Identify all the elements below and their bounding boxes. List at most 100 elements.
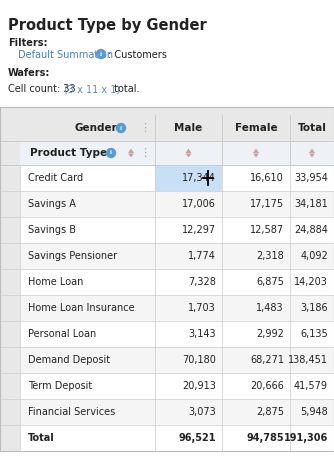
Text: 20,666: 20,666 [250, 381, 284, 391]
Text: 17,344: 17,344 [182, 173, 216, 183]
Text: Gender: Gender [74, 123, 117, 133]
Text: 6,135: 6,135 [300, 329, 328, 339]
Text: i: i [110, 151, 112, 156]
Text: 3,073: 3,073 [188, 407, 216, 417]
Bar [0, 243, 20, 269]
Text: 12,587: 12,587 [250, 225, 284, 235]
Bar [0, 115, 334, 141]
Bar [0, 141, 20, 165]
Text: 94,785: 94,785 [246, 433, 284, 443]
Bar [20, 373, 334, 399]
Bar [20, 295, 334, 321]
Text: i: i [120, 125, 122, 130]
Bar [0, 425, 20, 451]
Polygon shape [128, 153, 134, 157]
Polygon shape [186, 153, 191, 157]
Text: (3 x 11 x 1): (3 x 11 x 1) [64, 84, 120, 94]
Bar [0, 399, 20, 425]
Text: 3,186: 3,186 [300, 303, 328, 313]
Bar [155, 165, 222, 191]
Text: 96,521: 96,521 [178, 433, 216, 443]
Polygon shape [309, 149, 315, 153]
Text: 4,092: 4,092 [300, 251, 328, 261]
Text: 191,306: 191,306 [284, 433, 328, 443]
Text: 6,875: 6,875 [256, 277, 284, 287]
Text: Filters:: Filters: [8, 38, 47, 48]
Text: 5,948: 5,948 [300, 407, 328, 417]
Bar [0, 191, 20, 217]
Text: 138,451: 138,451 [288, 355, 328, 365]
Text: 68,271: 68,271 [250, 355, 284, 365]
Bar [0, 269, 20, 295]
Text: 24,884: 24,884 [294, 225, 328, 235]
Bar [0, 107, 334, 451]
Text: 33,954: 33,954 [294, 173, 328, 183]
Text: Home Loan: Home Loan [28, 277, 84, 287]
Text: 17,006: 17,006 [182, 199, 216, 209]
Text: 41,579: 41,579 [294, 381, 328, 391]
Text: Home Loan Insurance: Home Loan Insurance [28, 303, 135, 313]
Bar [20, 191, 334, 217]
Text: 34,181: 34,181 [294, 199, 328, 209]
Circle shape [107, 149, 116, 157]
Text: 3,143: 3,143 [188, 329, 216, 339]
Text: Default Summation: Default Summation [18, 50, 113, 60]
Bar [20, 347, 334, 373]
Text: 17,175: 17,175 [250, 199, 284, 209]
Text: Male: Male [174, 123, 203, 133]
Text: 12,297: 12,297 [182, 225, 216, 235]
Text: Savings Pensioner: Savings Pensioner [28, 251, 117, 261]
Text: 7,328: 7,328 [188, 277, 216, 287]
Text: 20,913: 20,913 [182, 381, 216, 391]
Text: Total: Total [28, 433, 55, 443]
Text: total.: total. [111, 84, 140, 94]
Text: Total: Total [298, 123, 326, 133]
Polygon shape [309, 153, 315, 157]
Bar [0, 107, 334, 115]
Bar [20, 321, 334, 347]
Bar [20, 269, 334, 295]
Text: Savings A: Savings A [28, 199, 76, 209]
Bar [0, 217, 20, 243]
Bar [20, 425, 334, 451]
Text: Credit Card: Credit Card [28, 173, 83, 183]
Bar [0, 373, 20, 399]
Text: : Customers: : Customers [109, 50, 167, 60]
Text: 2,875: 2,875 [256, 407, 284, 417]
Bar [20, 165, 334, 191]
Text: Wafers:: Wafers: [8, 68, 50, 78]
Text: Product Type: Product Type [30, 148, 107, 158]
Text: 1,774: 1,774 [188, 251, 216, 261]
Text: 14,203: 14,203 [294, 277, 328, 287]
Text: Cell count: 33: Cell count: 33 [8, 84, 79, 94]
Text: Financial Services: Financial Services [28, 407, 115, 417]
Bar [0, 295, 20, 321]
Text: Female: Female [235, 123, 277, 133]
Text: Demand Deposit: Demand Deposit [28, 355, 110, 365]
Bar [0, 347, 20, 373]
Text: 70,180: 70,180 [182, 355, 216, 365]
Text: Personal Loan: Personal Loan [28, 329, 96, 339]
Bar [20, 399, 334, 425]
Circle shape [117, 123, 126, 133]
Text: 2,318: 2,318 [256, 251, 284, 261]
Polygon shape [253, 149, 259, 153]
Bar [20, 243, 334, 269]
Bar [0, 321, 20, 347]
Text: 16,610: 16,610 [250, 173, 284, 183]
Text: 1,703: 1,703 [188, 303, 216, 313]
Text: 1,483: 1,483 [257, 303, 284, 313]
Text: 2,992: 2,992 [256, 329, 284, 339]
Text: Term Deposit: Term Deposit [28, 381, 92, 391]
Text: ⋮: ⋮ [139, 123, 151, 133]
Bar [20, 217, 334, 243]
Text: i: i [100, 51, 102, 56]
Text: Product Type by Gender: Product Type by Gender [8, 18, 207, 33]
Polygon shape [253, 153, 259, 157]
Text: Savings B: Savings B [28, 225, 76, 235]
Polygon shape [128, 149, 134, 153]
Polygon shape [186, 149, 191, 153]
Circle shape [97, 50, 106, 58]
Bar [0, 165, 20, 191]
Text: ⋮: ⋮ [139, 148, 151, 158]
